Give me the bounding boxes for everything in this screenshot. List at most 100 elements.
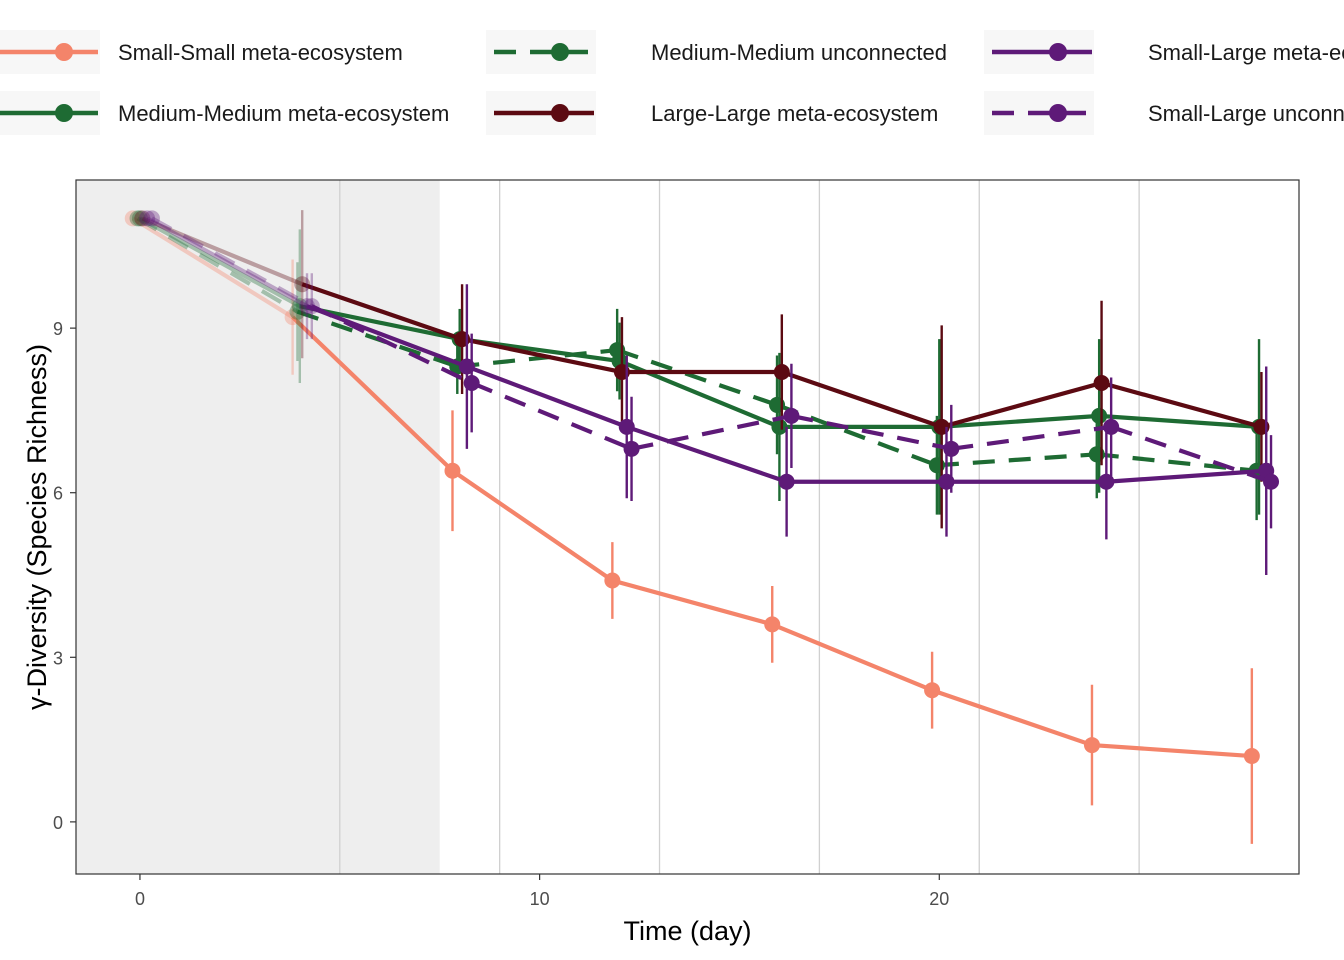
data-point — [1091, 407, 1108, 424]
series-line-segment — [150, 216, 313, 309]
data-point — [1263, 473, 1280, 490]
legend-label: Medium-Medium meta-ecosystem — [118, 101, 449, 126]
series-line-segment — [771, 622, 933, 693]
y-tick-label: 6 — [53, 484, 63, 504]
legend-key-point — [1049, 43, 1067, 61]
series-line-segment — [141, 216, 304, 287]
data-point — [764, 616, 781, 633]
legend-item: Large-Large meta-ecosystem — [486, 91, 938, 135]
series-line-segment — [310, 304, 473, 385]
y-tick-label: 9 — [53, 319, 63, 339]
data-point — [1103, 418, 1120, 435]
legend-item: Small-Large unconnected — [984, 91, 1344, 135]
data-point — [943, 440, 960, 457]
legend-key-point — [551, 43, 569, 61]
data-point — [773, 364, 790, 381]
data-point — [124, 210, 141, 227]
data-point — [1083, 737, 1100, 754]
legend-item: Small-Large meta-ecosystem — [984, 30, 1344, 74]
panel-border — [75, 179, 1300, 875]
data-point — [303, 298, 320, 315]
data-point — [778, 473, 795, 490]
y-tick-label: 0 — [53, 813, 63, 833]
y-tick-label: 3 — [53, 648, 63, 668]
x-axis-title: Time (day) — [623, 916, 751, 946]
series-line-segment — [1091, 742, 1252, 759]
legend-label: Small-Large unconnected — [1148, 101, 1344, 126]
x-tick-label: 10 — [530, 889, 550, 909]
data-point — [129, 210, 146, 227]
series-line-segment — [939, 413, 1100, 429]
series-line-segment — [457, 347, 618, 369]
series-4 — [139, 210, 1275, 576]
series-line-segment — [626, 424, 788, 484]
data-point — [924, 682, 941, 699]
series-line-segment — [611, 578, 773, 627]
data-point — [463, 374, 480, 391]
legend-label: Large-Large meta-ecosystem — [651, 101, 938, 126]
data-point — [783, 407, 800, 424]
legend-label: Small-Small meta-ecosystem — [118, 40, 403, 65]
legend-label: Small-Large meta-ecosystem — [1148, 40, 1344, 65]
y-axis-title: γ-Diversity (Species Richness) — [22, 344, 52, 710]
series-line-segment — [950, 424, 1112, 451]
series-0 — [124, 210, 1260, 844]
series-line-segment — [461, 337, 623, 375]
series-5 — [143, 210, 1280, 529]
axes: 0 10 20 0 3 6 9 — [53, 319, 949, 909]
series-line-segment — [131, 216, 294, 319]
series-line-segment — [936, 452, 1097, 468]
series-line-segment — [451, 469, 614, 583]
series-layer — [124, 210, 1280, 844]
series-line-segment — [781, 370, 943, 429]
data-point — [291, 298, 308, 315]
series-line-segment — [301, 282, 463, 342]
legend-key-point — [55, 43, 73, 61]
data-point — [143, 210, 160, 227]
series-line-segment — [466, 364, 628, 429]
series-line-segment — [790, 413, 952, 451]
data-point — [1093, 374, 1110, 391]
legend-key-point — [551, 104, 569, 122]
data-point — [139, 210, 156, 227]
series-line-segment — [306, 304, 468, 369]
series-line-segment — [616, 348, 778, 407]
series-line-segment — [291, 315, 454, 473]
series-line-segment — [931, 688, 1093, 748]
legend-item: Medium-Medium unconnected — [486, 30, 947, 74]
legend-item: Medium-Medium meta-ecosystem — [0, 91, 449, 135]
series-line-segment — [1101, 380, 1262, 429]
data-point — [284, 309, 301, 326]
series-line-segment — [1106, 468, 1267, 484]
data-point — [604, 572, 621, 589]
data-point — [444, 462, 461, 479]
data-point — [299, 298, 316, 315]
data-point — [623, 440, 640, 457]
x-tick-label: 0 — [135, 889, 145, 909]
series-line-segment — [136, 216, 299, 314]
series-line-segment — [138, 216, 301, 309]
data-point — [294, 276, 311, 293]
legend: Small-Small meta-ecosystem Medium-Medium … — [0, 30, 1344, 135]
x-tick-label: 20 — [929, 889, 949, 909]
legend-key-point — [1049, 104, 1067, 122]
series-line-segment — [146, 216, 309, 309]
legend-item: Small-Small meta-ecosystem — [0, 30, 403, 74]
series-line-segment — [470, 381, 633, 451]
data-point — [771, 418, 788, 435]
data-point — [289, 303, 306, 320]
data-point — [134, 210, 151, 227]
series-line-segment — [1099, 413, 1260, 429]
series-line-segment — [1110, 424, 1272, 484]
data-point — [1243, 748, 1260, 765]
legend-label: Medium-Medium unconnected — [651, 40, 947, 65]
series-line-segment — [1096, 452, 1257, 473]
series-line-segment — [941, 380, 1103, 429]
series-3 — [134, 210, 1270, 529]
shaded-region — [76, 180, 440, 874]
data-point — [131, 210, 148, 227]
series-line-segment — [776, 402, 938, 468]
series-line-segment — [631, 413, 792, 451]
data-point — [1098, 473, 1115, 490]
